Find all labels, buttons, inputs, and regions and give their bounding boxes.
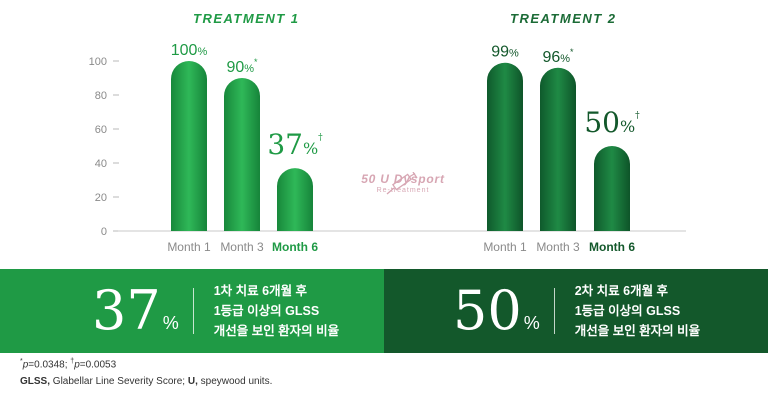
treatment-2-summary: 50% 2차 치료 6개월 후 1등급 이상의 GLSS 개선을 보인 환자의 비율 xyxy=(384,269,768,353)
data-label: 90%* xyxy=(226,57,258,76)
bar xyxy=(224,78,260,231)
syringe-icon xyxy=(386,172,418,195)
y-tick-label: 40 xyxy=(95,158,107,170)
bar xyxy=(487,62,523,231)
x-tick-label: Month 3 xyxy=(536,240,580,254)
x-tick-label: Month 1 xyxy=(167,240,211,254)
retreatment-sub: Re-treatment xyxy=(376,187,430,194)
abbreviation-footnote: GLSS, Glabellar Line Severity Score; U, … xyxy=(20,376,273,387)
data-label: 99% xyxy=(491,44,519,61)
summary-description: 2차 치료 6개월 후 1등급 이상의 GLSS 개선을 보인 환자의 비율 xyxy=(574,284,701,338)
bar xyxy=(594,146,630,231)
treatment-1-title: TREATMENT 1 xyxy=(193,11,300,26)
bar xyxy=(171,61,207,231)
divider xyxy=(553,288,555,334)
retreatment-dose: 50 U Dysport xyxy=(361,172,445,186)
summary-description: 1차 치료 6개월 후 1등급 이상의 GLSS 개선을 보인 환자의 비율 xyxy=(213,284,340,338)
bar xyxy=(277,168,313,231)
x-tick-label: Month 1 xyxy=(483,240,527,254)
data-label: 100% xyxy=(171,42,208,59)
summary-percent: 37% xyxy=(92,279,179,342)
divider xyxy=(192,288,194,334)
x-tick-label: Month 6 xyxy=(272,240,318,254)
y-tick-label: 20 xyxy=(95,192,107,204)
bar-chart: 0 20 40 60 80 100 Month 1 Month 3 Month 6 Month 1… xyxy=(89,42,686,254)
y-tick-label: 0 xyxy=(101,226,107,238)
x-tick-label: Month 3 xyxy=(220,240,264,254)
y-tick-label: 100 xyxy=(89,56,107,68)
treatment-1-summary: 37% 1차 치료 6개월 후 1등급 이상의 GLSS 개선을 보인 환자의 비율 xyxy=(0,269,384,353)
p-value-footnote: *p=0.0348; †p=0.0053 xyxy=(20,358,117,371)
treatment-2-title: TREATMENT 2 xyxy=(510,11,617,26)
y-tick-label: 60 xyxy=(95,124,107,136)
retreatment-label: 50 U Dysport Re-treatment xyxy=(352,172,454,194)
y-tick-label: 80 xyxy=(95,90,107,102)
data-label: 50%† xyxy=(584,106,640,139)
data-label: 37%† xyxy=(267,128,323,161)
data-label: 96%* xyxy=(542,47,574,66)
summary-percent: 50% xyxy=(453,279,540,342)
x-tick-label: Month 6 xyxy=(589,240,635,254)
bar xyxy=(540,67,576,231)
